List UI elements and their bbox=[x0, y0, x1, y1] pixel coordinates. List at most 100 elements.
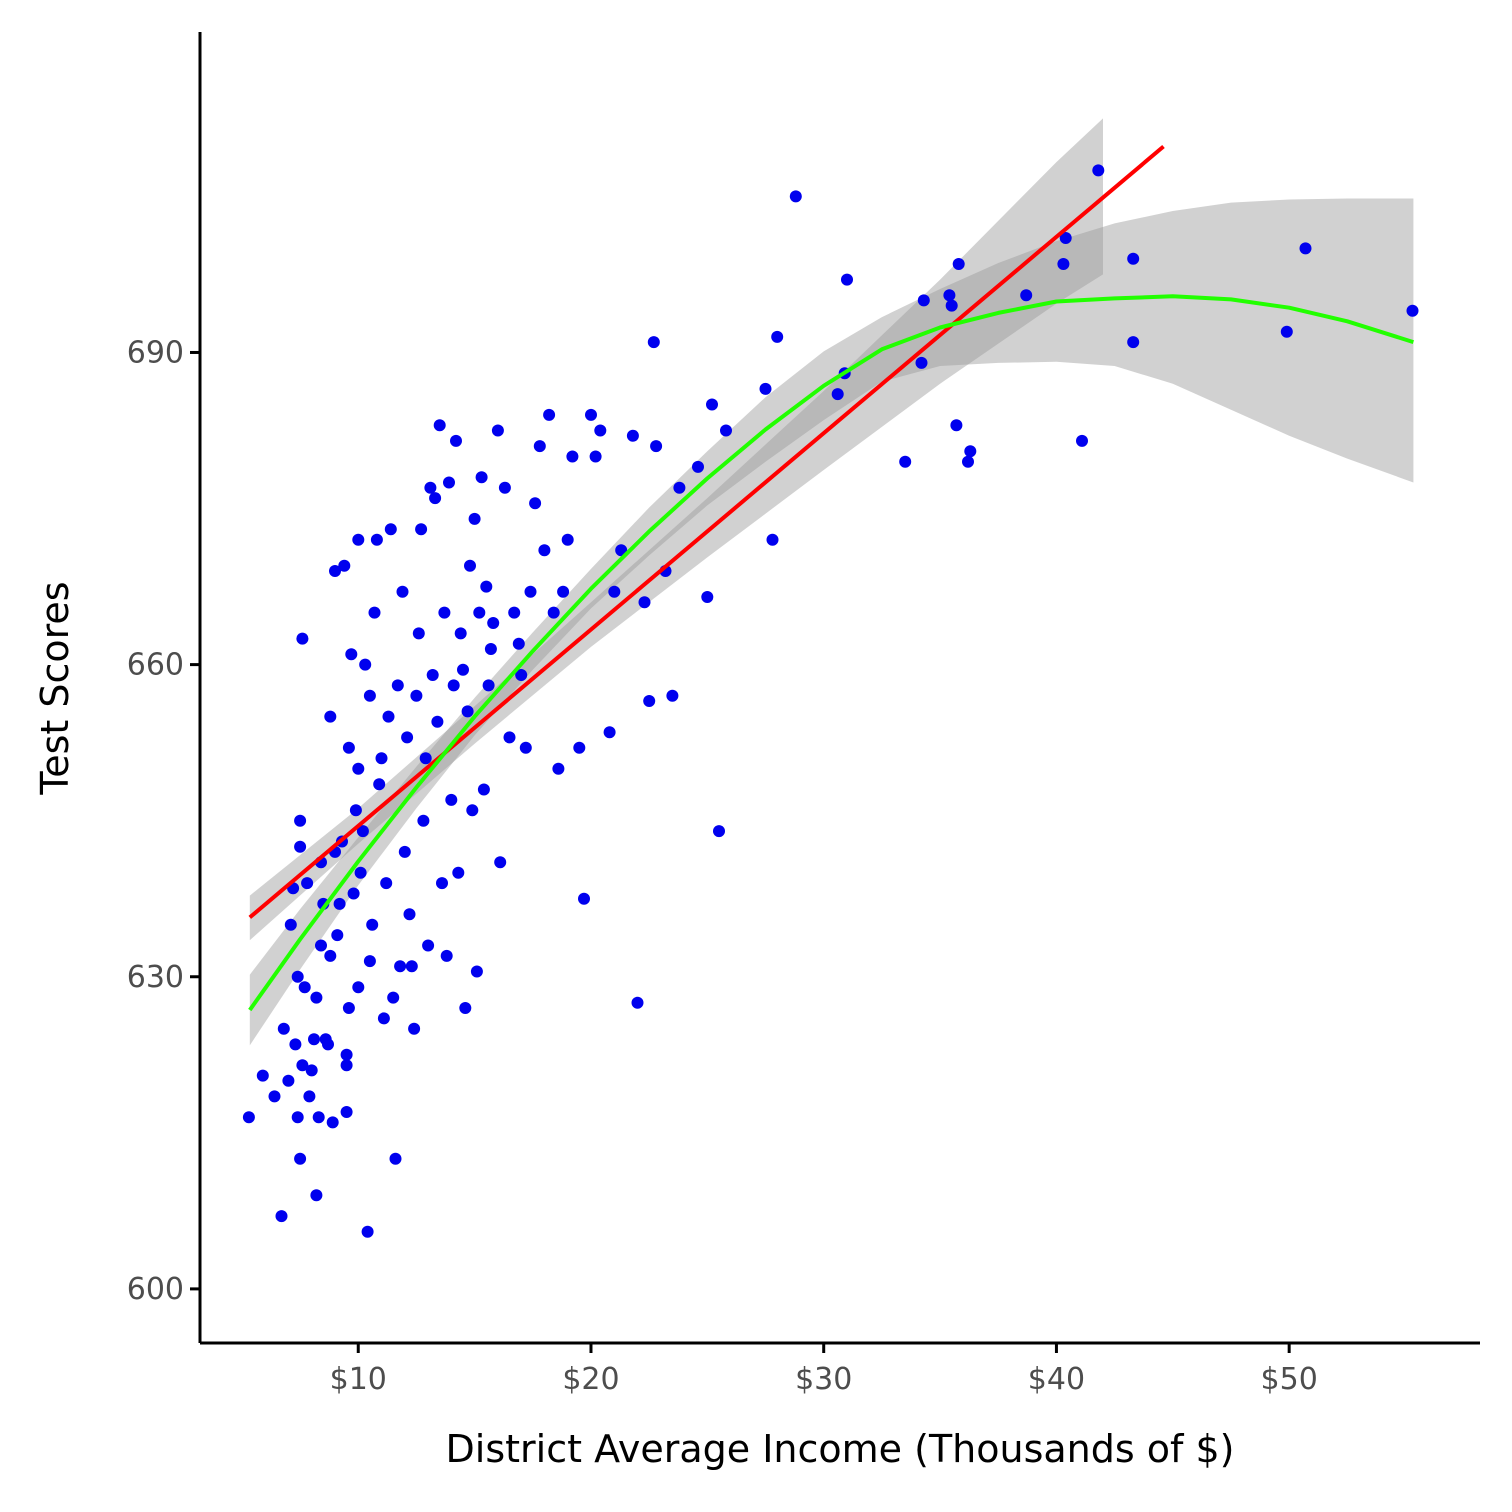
data-point bbox=[552, 762, 565, 775]
data-point bbox=[706, 398, 718, 411]
data-point bbox=[945, 299, 958, 312]
data-point bbox=[340, 1106, 353, 1118]
data-point bbox=[289, 1038, 302, 1051]
data-point bbox=[333, 897, 346, 910]
data-point bbox=[340, 1059, 353, 1072]
data-point bbox=[647, 336, 660, 349]
quadratic-fit-line bbox=[248, 294, 1415, 1012]
data-point bbox=[1020, 289, 1033, 302]
data-point bbox=[415, 523, 428, 536]
data-point bbox=[766, 533, 779, 546]
data-point bbox=[408, 1022, 421, 1035]
data-point bbox=[359, 658, 372, 671]
data-point bbox=[296, 1059, 309, 1072]
data-point bbox=[268, 1090, 281, 1103]
data-point bbox=[340, 1048, 353, 1061]
data-point bbox=[422, 939, 435, 952]
data-point bbox=[461, 705, 474, 718]
y-tick-label: 600 bbox=[127, 1272, 184, 1307]
data-point bbox=[524, 585, 537, 598]
data-point bbox=[589, 450, 602, 463]
data-point bbox=[491, 424, 504, 437]
data-point bbox=[771, 330, 784, 343]
data-point bbox=[410, 689, 423, 702]
data-point bbox=[529, 497, 542, 510]
y-axis-title: Test Scores bbox=[33, 581, 77, 795]
data-point bbox=[498, 481, 511, 494]
data-point bbox=[477, 783, 490, 796]
data-point bbox=[380, 877, 393, 890]
data-point bbox=[398, 845, 411, 858]
data-point bbox=[475, 471, 488, 484]
data-point bbox=[638, 596, 651, 609]
data-point bbox=[352, 981, 365, 994]
data-point bbox=[962, 455, 974, 468]
data-point bbox=[1406, 304, 1419, 317]
data-point bbox=[466, 804, 479, 817]
data-point bbox=[312, 1111, 325, 1124]
data-point bbox=[377, 1012, 390, 1025]
y-tick-label: 630 bbox=[127, 960, 184, 995]
data-point bbox=[515, 669, 528, 681]
data-point bbox=[401, 731, 414, 744]
x-tick-label: $10 bbox=[330, 1362, 387, 1397]
data-point bbox=[631, 996, 644, 1009]
x-tick-label: $30 bbox=[795, 1362, 852, 1397]
data-point bbox=[650, 440, 663, 453]
data-point bbox=[538, 544, 551, 557]
data-point bbox=[301, 877, 314, 890]
data-point bbox=[298, 981, 311, 994]
data-point bbox=[1127, 252, 1140, 265]
data-point bbox=[666, 689, 679, 702]
data-point bbox=[952, 258, 965, 270]
data-point bbox=[468, 512, 481, 525]
data-point bbox=[615, 544, 628, 557]
axes bbox=[198, 32, 1480, 1345]
data-point bbox=[342, 1002, 355, 1014]
data-point bbox=[315, 939, 327, 952]
data-point bbox=[484, 643, 497, 655]
data-point bbox=[324, 949, 337, 962]
data-point bbox=[447, 679, 460, 692]
data-point bbox=[603, 726, 616, 739]
data-point bbox=[352, 762, 365, 775]
data-point bbox=[964, 445, 977, 458]
data-point bbox=[594, 424, 607, 437]
data-point bbox=[692, 460, 704, 473]
data-point bbox=[294, 840, 307, 853]
data-point bbox=[482, 679, 495, 692]
data-point bbox=[417, 814, 430, 827]
data-point bbox=[338, 559, 351, 572]
data-point bbox=[391, 679, 404, 692]
data-point bbox=[284, 918, 297, 931]
data-point bbox=[608, 585, 621, 598]
y-tick-label: 660 bbox=[127, 648, 184, 683]
data-point bbox=[512, 637, 525, 650]
data-point bbox=[915, 356, 928, 369]
data-point bbox=[573, 741, 586, 754]
data-point bbox=[419, 752, 432, 765]
data-point bbox=[438, 606, 451, 619]
data-point bbox=[450, 434, 462, 447]
linear-band-area bbox=[249, 118, 1104, 941]
data-point bbox=[275, 1210, 288, 1223]
axis-ticks: $10 $20 $30 $40 $50 600 630 660 690 bbox=[127, 335, 1318, 1397]
data-point bbox=[1280, 325, 1293, 338]
data-point bbox=[713, 825, 725, 838]
data-point bbox=[578, 892, 590, 905]
data-point bbox=[282, 1074, 295, 1087]
data-point bbox=[366, 918, 379, 931]
data-point bbox=[424, 481, 437, 494]
data-point bbox=[1127, 336, 1140, 349]
data-point bbox=[436, 877, 448, 890]
data-point bbox=[943, 289, 956, 302]
data-point bbox=[759, 382, 772, 395]
data-point bbox=[373, 778, 386, 791]
data-point bbox=[352, 533, 365, 546]
data-point bbox=[673, 481, 686, 494]
data-point bbox=[310, 1189, 323, 1202]
data-point bbox=[443, 476, 455, 489]
data-point bbox=[566, 450, 579, 463]
data-point bbox=[303, 1090, 316, 1103]
